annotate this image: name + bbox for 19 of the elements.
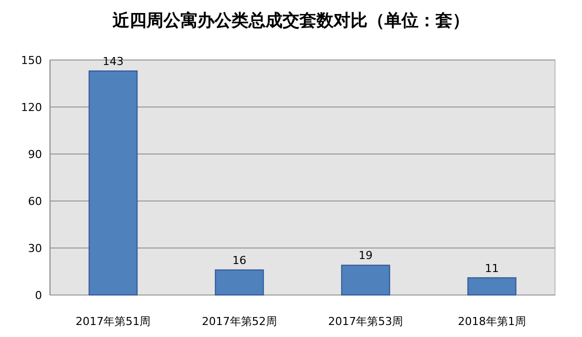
y-tick-label: 30 — [28, 242, 42, 255]
data-label: 143 — [102, 54, 124, 68]
data-label: 19 — [358, 249, 373, 262]
y-tick-label: 0 — [35, 289, 42, 302]
y-tick-label: 150 — [21, 54, 42, 67]
y-tick-label: 60 — [28, 195, 42, 208]
x-tick-label: 2017年第52周 — [202, 315, 277, 328]
data-label: 16 — [232, 254, 246, 267]
y-tick-label: 120 — [21, 101, 42, 114]
bar — [341, 264, 390, 296]
x-tick-label: 2017年第51周 — [76, 315, 151, 328]
bar — [214, 269, 264, 296]
chart-title: 近四周公寓办公类总成交套数对比（单位：套） — [112, 11, 470, 31]
y-tick-label: 90 — [28, 148, 42, 161]
data-label: 11 — [484, 262, 499, 275]
bar — [467, 277, 516, 296]
x-tick-label: 2017年第53周 — [328, 315, 404, 328]
x-tick-label: 2018年第1周 — [458, 315, 526, 328]
bar — [88, 70, 138, 296]
